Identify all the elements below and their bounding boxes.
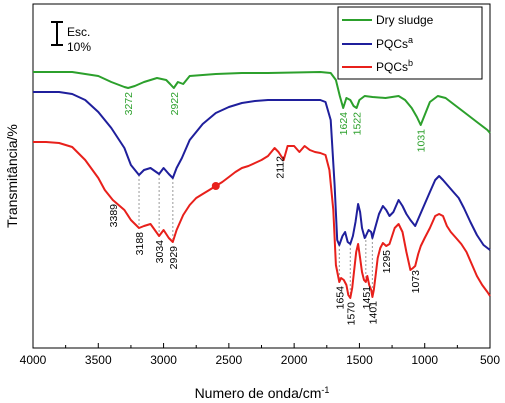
peak-label: 3272 <box>123 92 135 116</box>
x-tick-label: 1500 <box>346 353 373 367</box>
marker-layer <box>211 182 220 190</box>
y-axis-label: Transmitância/% <box>4 124 20 228</box>
scale-bar-label-1: Esc. <box>67 25 90 39</box>
x-axis-label: Numero de onda/cm-1 <box>195 385 330 401</box>
legend-label-pqcs-a: PQCsa <box>376 35 413 51</box>
legend-label-dry-sludge: Dry sludge <box>376 13 434 27</box>
peak-label: 1654 <box>334 286 346 310</box>
series-line-2 <box>33 141 491 299</box>
peak-label: 3188 <box>134 232 146 256</box>
peak-label: 1401 <box>367 301 379 325</box>
peak-label: 3034 <box>154 240 166 264</box>
x-tick-label: 3500 <box>85 353 112 367</box>
x-tick-label: 1000 <box>411 353 438 367</box>
legend-label-pqcs-a-text: PQCs <box>376 37 408 51</box>
peak-labels: 3272 2922 1624 1522 1031 3389 3188 3034 2929 2112… <box>108 92 428 326</box>
x-tick-label: 3000 <box>150 353 177 367</box>
series-marker <box>211 182 220 190</box>
legend: Dry sludge PQCsa PQCsb <box>337 6 483 80</box>
x-axis-label-sup: -1 <box>321 385 329 395</box>
series-line-0 <box>33 71 491 134</box>
peak-label: 2922 <box>169 92 181 116</box>
legend-label-pqcs-a-sup: a <box>408 35 413 45</box>
x-tick-label: 2500 <box>216 353 243 367</box>
x-tick-label: 4000 <box>20 353 47 367</box>
peak-label: 1570 <box>345 302 357 326</box>
peak-label: 1295 <box>381 250 393 274</box>
peak-guide-lines <box>138 174 373 298</box>
series-line-1 <box>33 91 491 251</box>
x-tick-label: 500 <box>480 353 500 367</box>
legend-label-pqcs-b-text: PQCs <box>376 60 408 74</box>
peak-label: 1451 <box>361 286 373 310</box>
peak-label: 1031 <box>416 129 428 153</box>
peak-label: 2112 <box>275 156 287 179</box>
peak-label: 1522 <box>352 112 364 136</box>
peak-label: 1624 <box>338 112 350 136</box>
legend-label-pqcs-b-sup: b <box>408 58 413 68</box>
x-axis: 4000 3500 3000 2500 2000 1500 1000 500 <box>20 343 500 367</box>
scale-bar: Esc. 10% <box>51 21 91 54</box>
series-layer <box>33 71 491 299</box>
scale-bar-label-2: 10% <box>67 40 91 54</box>
legend-label-pqcs-b: PQCsb <box>376 58 413 74</box>
x-tick-label: 2000 <box>281 353 308 367</box>
peak-label: 2929 <box>168 246 180 270</box>
peak-label: 1073 <box>410 270 422 294</box>
x-axis-label-text: Numero de onda/cm <box>195 385 322 401</box>
peak-label: 3389 <box>108 204 120 228</box>
